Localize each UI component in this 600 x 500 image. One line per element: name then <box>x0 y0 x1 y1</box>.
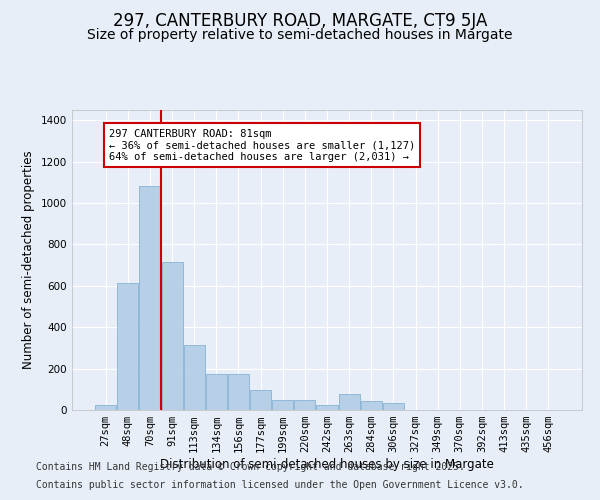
Bar <box>118 283 139 410</box>
Y-axis label: Number of semi-detached properties: Number of semi-detached properties <box>22 150 35 370</box>
Text: Contains HM Land Registry data © Crown copyright and database right 2025.: Contains HM Land Registry data © Crown c… <box>36 462 465 472</box>
Bar <box>338 394 359 410</box>
Bar <box>95 405 116 410</box>
Bar <box>228 374 249 410</box>
Bar <box>272 400 293 410</box>
Bar <box>184 345 205 410</box>
Bar <box>383 403 404 410</box>
Text: 297, CANTERBURY ROAD, MARGATE, CT9 5JA: 297, CANTERBURY ROAD, MARGATE, CT9 5JA <box>113 12 487 30</box>
Text: Size of property relative to semi-detached houses in Margate: Size of property relative to semi-detach… <box>87 28 513 42</box>
Bar <box>316 405 338 410</box>
Bar <box>206 374 227 410</box>
Bar <box>161 262 182 410</box>
X-axis label: Distribution of semi-detached houses by size in Margate: Distribution of semi-detached houses by … <box>160 458 494 471</box>
Text: 297 CANTERBURY ROAD: 81sqm
← 36% of semi-detached houses are smaller (1,127)
64%: 297 CANTERBURY ROAD: 81sqm ← 36% of semi… <box>109 128 415 162</box>
Bar <box>361 400 382 410</box>
Text: Contains public sector information licensed under the Open Government Licence v3: Contains public sector information licen… <box>36 480 524 490</box>
Bar <box>250 390 271 410</box>
Bar <box>139 186 160 410</box>
Bar <box>295 400 316 410</box>
